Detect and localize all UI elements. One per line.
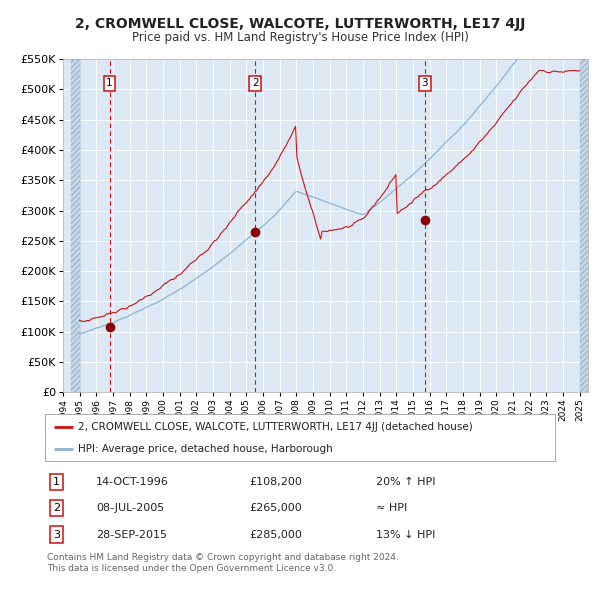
Text: 2: 2: [252, 78, 259, 88]
Text: 1: 1: [53, 477, 60, 487]
Text: Contains HM Land Registry data © Crown copyright and database right 2024.: Contains HM Land Registry data © Crown c…: [47, 553, 398, 562]
Text: 1: 1: [106, 78, 113, 88]
Text: 08-JUL-2005: 08-JUL-2005: [96, 503, 164, 513]
Text: 28-SEP-2015: 28-SEP-2015: [96, 530, 167, 540]
Text: This data is licensed under the Open Government Licence v3.0.: This data is licensed under the Open Gov…: [47, 564, 336, 573]
Text: 3: 3: [53, 530, 60, 540]
Text: 2: 2: [53, 503, 60, 513]
Text: 20% ↑ HPI: 20% ↑ HPI: [377, 477, 436, 487]
Text: 14-OCT-1996: 14-OCT-1996: [96, 477, 169, 487]
Text: 13% ↓ HPI: 13% ↓ HPI: [377, 530, 436, 540]
Text: 2, CROMWELL CLOSE, WALCOTE, LUTTERWORTH, LE17 4JJ (detached house): 2, CROMWELL CLOSE, WALCOTE, LUTTERWORTH,…: [78, 422, 473, 432]
Text: 2, CROMWELL CLOSE, WALCOTE, LUTTERWORTH, LE17 4JJ: 2, CROMWELL CLOSE, WALCOTE, LUTTERWORTH,…: [75, 17, 525, 31]
Text: £265,000: £265,000: [249, 503, 302, 513]
Text: 3: 3: [421, 78, 428, 88]
Polygon shape: [71, 59, 80, 392]
Text: HPI: Average price, detached house, Harborough: HPI: Average price, detached house, Harb…: [78, 444, 333, 454]
Text: £285,000: £285,000: [249, 530, 302, 540]
Text: £108,200: £108,200: [249, 477, 302, 487]
Text: ≈ HPI: ≈ HPI: [377, 503, 408, 513]
Polygon shape: [580, 59, 588, 392]
Text: Price paid vs. HM Land Registry's House Price Index (HPI): Price paid vs. HM Land Registry's House …: [131, 31, 469, 44]
